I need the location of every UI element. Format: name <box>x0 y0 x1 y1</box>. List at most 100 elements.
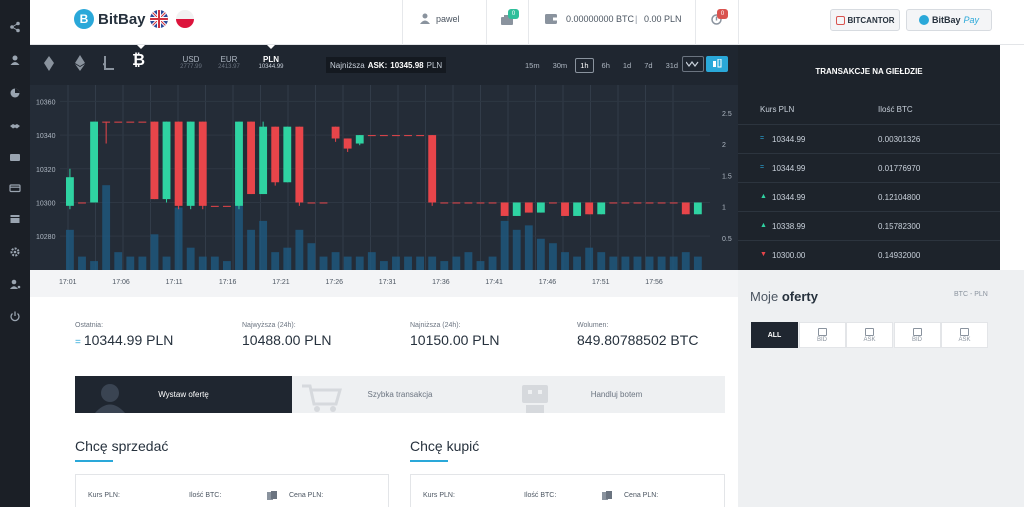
candle-body[interactable] <box>669 202 678 204</box>
candle-body[interactable] <box>78 202 86 204</box>
tab-quick-transaction[interactable]: Szybka transakcja <box>292 376 508 413</box>
candle-body[interactable] <box>379 135 388 137</box>
uk-flag-icon[interactable] <box>150 10 168 28</box>
user-settings-icon[interactable] <box>0 273 30 295</box>
candle-body[interactable] <box>247 121 255 195</box>
candle-body[interactable] <box>150 121 159 200</box>
currency-pln[interactable]: PLN 10344.99 <box>254 55 288 70</box>
candle-body[interactable] <box>174 121 183 206</box>
bitbay-pay-button[interactable]: BitBay Pay <box>906 9 992 31</box>
candlestick-chart[interactable]: 10360 10340 10320 10300 10280 2.5 2 1.5 1 0.5 <box>30 85 738 270</box>
candle-body[interactable] <box>331 126 340 139</box>
tab-trade-bot[interactable]: Handluj botem <box>508 376 725 413</box>
candle-body[interactable] <box>259 126 268 195</box>
timeframe-6h[interactable]: 6h <box>601 61 610 70</box>
chart-pie-icon[interactable] <box>0 82 30 104</box>
candle-body[interactable] <box>162 121 171 200</box>
archive-icon[interactable] <box>0 208 30 230</box>
candle-body[interactable] <box>367 135 376 137</box>
candle-body[interactable] <box>585 202 594 215</box>
candle-body[interactable] <box>319 202 328 204</box>
timeframe-15m[interactable]: 15m <box>525 61 540 70</box>
litecoin-icon[interactable] <box>103 56 114 70</box>
candle-body[interactable] <box>271 126 280 183</box>
line-chart-toggle[interactable] <box>682 56 704 72</box>
candle-body[interactable] <box>210 205 219 207</box>
candle-body[interactable] <box>597 202 606 215</box>
candle-body[interactable] <box>500 202 509 216</box>
coins-icon[interactable] <box>602 491 612 500</box>
candle-body[interactable] <box>428 135 437 203</box>
currency-usd[interactable]: USD 2777.99 <box>176 55 206 70</box>
candle-body[interactable] <box>416 135 425 137</box>
candle-body[interactable] <box>102 121 111 123</box>
candle-body[interactable] <box>126 121 135 123</box>
candle-body[interactable] <box>404 135 412 137</box>
offer-filter-ask[interactable]: ASK <box>846 322 893 348</box>
candle-body[interactable] <box>138 121 147 123</box>
offer-filter-bid[interactable]: BID <box>893 322 941 348</box>
coins-icon[interactable] <box>267 491 277 500</box>
power-icon[interactable] <box>0 305 30 327</box>
candle-body[interactable] <box>283 126 292 183</box>
timeframe-7d[interactable]: 7d <box>644 61 653 70</box>
timeframe-31d[interactable]: 31d <box>665 61 679 70</box>
wallet-pln-balance[interactable]: 0.00 PLN <box>644 14 682 24</box>
timeframe-1d[interactable]: 1d <box>622 61 632 70</box>
candle-body[interactable] <box>392 135 400 137</box>
pl-flag-icon[interactable] <box>176 10 194 28</box>
candle-body[interactable] <box>621 202 630 204</box>
gear-icon[interactable] <box>0 241 30 263</box>
candle-body[interactable] <box>343 138 352 149</box>
candle-body[interactable] <box>573 202 582 216</box>
card-icon[interactable] <box>0 177 30 199</box>
candle-body[interactable] <box>657 202 666 204</box>
candle-body[interactable] <box>295 126 304 203</box>
share-icon[interactable] <box>0 16 30 38</box>
wallet-btc-balance[interactable]: 0.00000000 BTC <box>566 14 635 24</box>
username[interactable]: pawel <box>436 14 460 24</box>
alerts-icon[interactable] <box>711 14 722 25</box>
candle-body[interactable] <box>524 202 533 213</box>
candle-body[interactable] <box>307 202 316 204</box>
candle-body[interactable] <box>633 202 642 204</box>
offer-filter-ask[interactable]: ASK <box>941 322 988 348</box>
bitcoin-icon[interactable]: ₿ <box>132 52 146 69</box>
candle-body[interactable] <box>235 121 243 206</box>
candle-body[interactable] <box>355 135 364 144</box>
candle-body[interactable] <box>222 205 231 207</box>
bitbay-logo[interactable]: B BitBay <box>74 9 146 29</box>
timeframe-30m[interactable]: 30m <box>552 61 568 70</box>
candle-body[interactable] <box>186 121 195 206</box>
candle-body[interactable] <box>440 202 449 204</box>
offer-filter-all[interactable]: ALL <box>751 322 798 348</box>
candle-body[interactable] <box>609 202 618 204</box>
candle-body[interactable] <box>488 202 497 204</box>
candle-body[interactable] <box>561 202 569 216</box>
candle-body[interactable] <box>681 202 690 215</box>
ethereum-icon[interactable] <box>75 55 85 71</box>
candle-body[interactable] <box>536 202 545 213</box>
notifications-icon[interactable] <box>501 15 513 25</box>
handshake-icon[interactable] <box>0 115 30 137</box>
candle-body[interactable] <box>464 202 473 204</box>
timeframe-1h[interactable]: 1h <box>575 58 594 73</box>
candle-body[interactable] <box>90 121 98 203</box>
candle-body[interactable] <box>512 202 521 216</box>
bitcantor-button[interactable]: BITCANTOR <box>830 9 900 31</box>
candle-body[interactable] <box>476 202 485 204</box>
candle-body[interactable] <box>452 202 461 204</box>
tab-place-offer[interactable]: Wystaw ofertę <box>75 376 292 413</box>
candle-body[interactable] <box>693 202 702 215</box>
candle-body[interactable] <box>114 121 123 123</box>
wallet-icon[interactable] <box>0 146 30 168</box>
currency-eur[interactable]: EUR 2413.97 <box>214 55 244 70</box>
user-icon[interactable] <box>0 49 30 71</box>
candle-chart-toggle[interactable] <box>706 56 728 72</box>
candle-body[interactable] <box>198 121 207 206</box>
candle-body[interactable] <box>549 202 557 204</box>
candle-body[interactable] <box>645 202 654 204</box>
candle-body[interactable] <box>66 177 74 206</box>
lisk-icon[interactable] <box>44 56 54 71</box>
offer-filter-bid[interactable]: BID <box>798 322 846 348</box>
